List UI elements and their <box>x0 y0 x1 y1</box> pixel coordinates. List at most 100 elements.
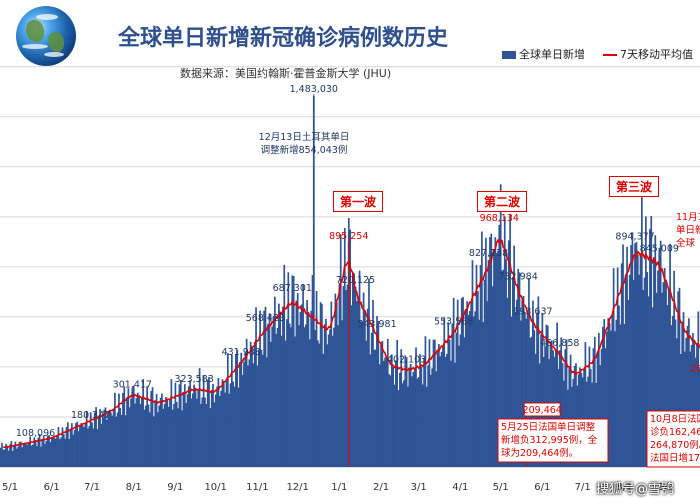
daily-bar <box>561 362 564 467</box>
daily-bar <box>88 426 91 467</box>
daily-bar <box>557 369 560 467</box>
daily-bar <box>135 398 138 467</box>
daily-bar <box>212 383 214 467</box>
labeled-bar <box>240 358 243 467</box>
daily-bar <box>248 359 251 467</box>
daily-bar <box>506 297 509 467</box>
daily-bar <box>385 356 388 467</box>
daily-bar <box>153 416 155 467</box>
daily-bar <box>463 337 466 467</box>
daily-bar <box>206 379 209 467</box>
daily-bar <box>689 351 692 467</box>
daily-bar <box>429 374 432 467</box>
daily-bar <box>22 443 25 467</box>
daily-bar <box>217 378 220 467</box>
daily-bar <box>505 259 507 467</box>
daily-bar <box>681 322 684 467</box>
daily-bar <box>189 380 192 467</box>
daily-bar <box>514 311 517 467</box>
daily-bar <box>423 357 425 467</box>
daily-bar <box>353 273 356 467</box>
daily-bar <box>2 449 5 467</box>
daily-bar <box>154 400 157 467</box>
daily-bar <box>10 440 13 467</box>
daily-bar <box>417 377 420 467</box>
x-tick-label: 2/1 <box>373 482 389 493</box>
daily-bar <box>149 412 151 467</box>
daily-bar <box>319 302 322 467</box>
daily-bar <box>100 423 103 467</box>
daily-bar <box>369 354 372 467</box>
x-tick-label: 10/1 <box>204 482 226 493</box>
daily-bar <box>674 319 677 467</box>
daily-bar <box>65 427 68 467</box>
daily-bar <box>436 349 439 467</box>
data-labels: 108,096 180,347 301,417 323,583 431,938 568,4… <box>16 84 679 439</box>
daily-bar <box>298 325 300 467</box>
daily-bar <box>377 321 380 467</box>
daily-bar <box>670 325 673 467</box>
daily-bar <box>420 367 423 467</box>
daily-bar <box>95 407 97 467</box>
daily-bar <box>205 403 208 467</box>
daily-bar <box>392 366 395 467</box>
daily-bar <box>448 339 451 467</box>
daily-bar <box>357 296 360 467</box>
daily-bar <box>52 436 54 467</box>
daily-bar <box>396 339 399 467</box>
labeled-bar <box>264 324 267 467</box>
daily-bar <box>592 348 595 467</box>
x-tick-label: 3/1 <box>411 482 427 493</box>
daily-bar <box>439 356 442 467</box>
daily-bar <box>438 344 440 467</box>
daily-bar <box>323 324 326 467</box>
daily-bar <box>287 272 290 467</box>
daily-bar <box>194 389 197 467</box>
daily-bar <box>170 379 173 467</box>
daily-bar <box>470 301 472 467</box>
daily-bar <box>114 392 116 467</box>
daily-bar <box>288 323 291 467</box>
daily-bar <box>589 369 592 467</box>
annotation-line: 诊负162,465 <box>650 426 700 438</box>
legend-line-swatch <box>603 54 617 56</box>
labeled-bar <box>658 255 661 467</box>
daily-bar <box>478 319 481 467</box>
labeled-bar <box>532 318 534 467</box>
labeled-bar <box>634 243 636 467</box>
daily-bar <box>659 240 662 467</box>
daily-bar <box>218 396 221 467</box>
daily-bar <box>477 291 479 467</box>
daily-bar <box>412 372 415 467</box>
daily-bar <box>17 446 19 467</box>
daily-bar <box>440 351 443 467</box>
x-tick-label: 9/1 <box>658 482 674 493</box>
daily-bar <box>654 235 657 467</box>
data-label: 180,347 <box>71 410 110 421</box>
daily-bar <box>501 270 503 467</box>
daily-bar <box>649 228 651 467</box>
daily-bar <box>526 313 529 467</box>
daily-bar <box>315 291 318 467</box>
daily-bar <box>679 353 682 467</box>
daily-bar <box>62 434 65 467</box>
daily-bar <box>221 379 224 467</box>
daily-bar <box>616 267 619 467</box>
labeled-bar <box>487 260 490 467</box>
annotation-box <box>497 418 609 463</box>
daily-bar <box>537 296 540 467</box>
daily-bar <box>467 314 470 467</box>
daily-bar <box>433 339 436 467</box>
daily-bar <box>96 429 99 467</box>
data-label: 323,583 <box>175 374 214 385</box>
annotation-line: 新增负312,995例，全 <box>501 434 598 446</box>
daily-bar <box>124 415 127 467</box>
daily-bar <box>493 250 495 467</box>
daily-bar <box>384 357 386 467</box>
daily-bar <box>568 367 571 467</box>
daily-bar <box>252 363 255 467</box>
daily-bar <box>665 282 667 467</box>
daily-bar <box>159 397 162 467</box>
daily-bar <box>85 410 88 467</box>
daily-bar <box>490 233 493 467</box>
